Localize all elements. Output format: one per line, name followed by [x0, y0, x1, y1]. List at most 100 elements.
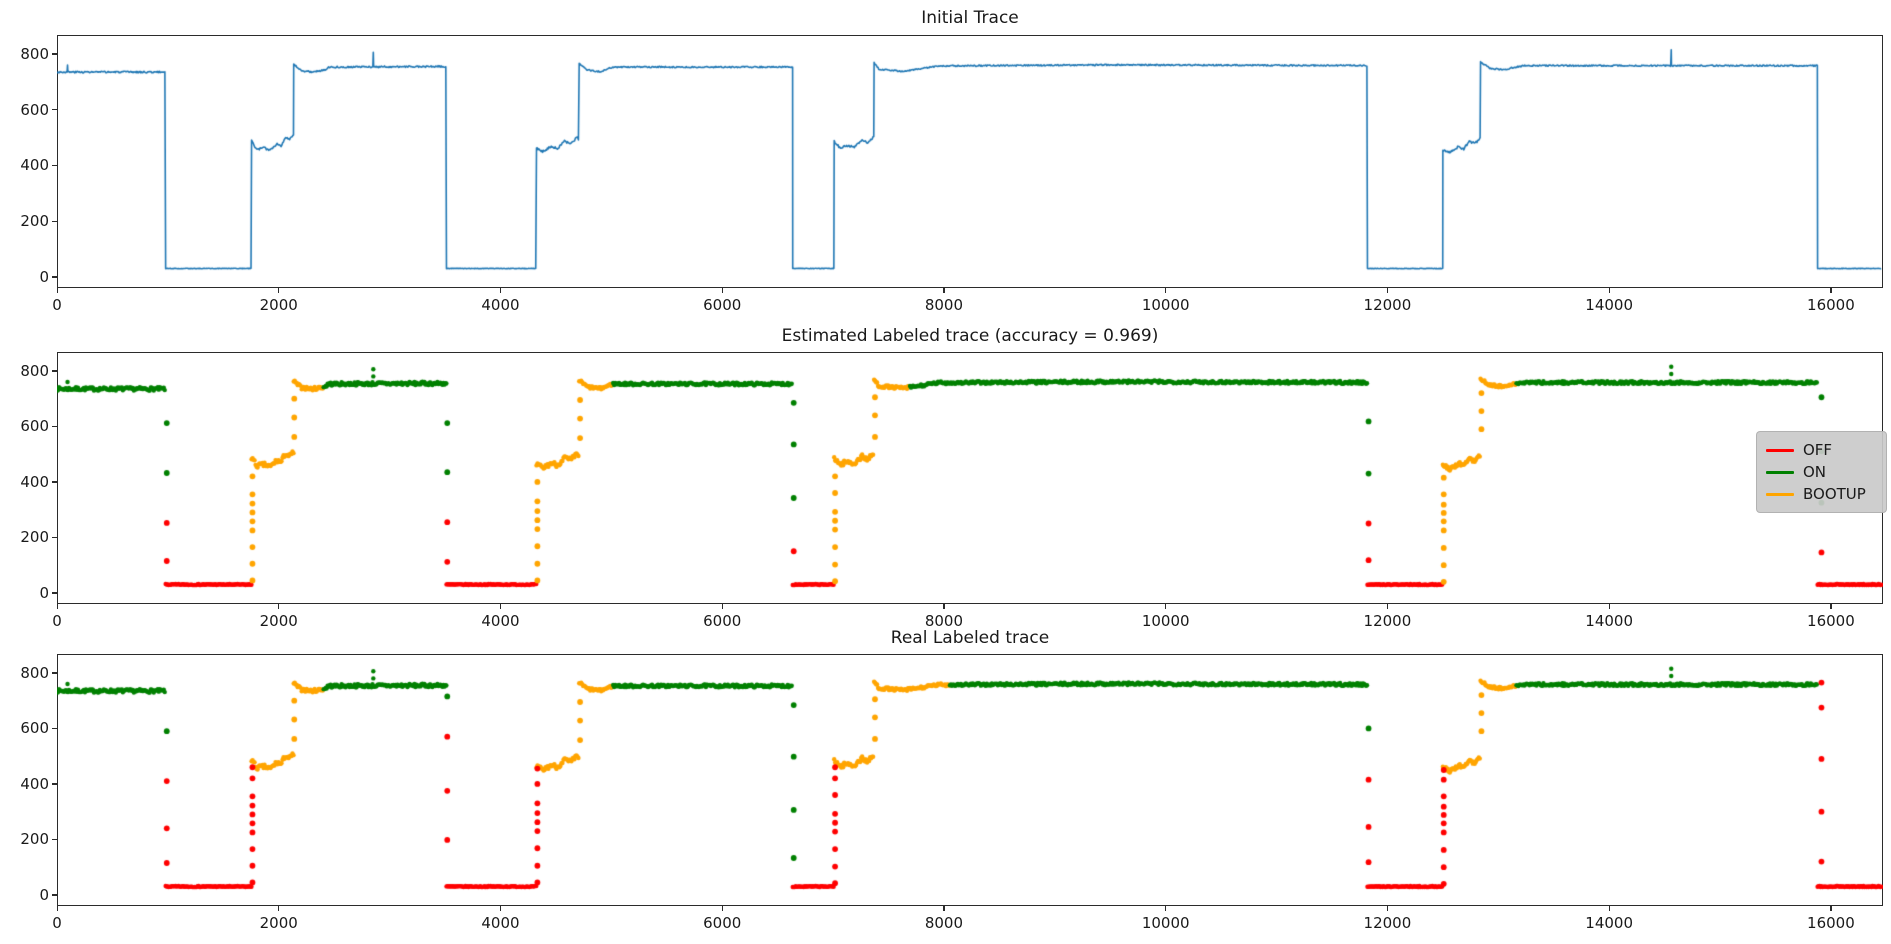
y-tick-mark — [52, 109, 57, 111]
x-tick-mark — [1830, 906, 1832, 911]
y-tick-label: 0 — [39, 583, 49, 602]
x-tick-mark — [1165, 604, 1167, 609]
x-tick-mark — [1165, 906, 1167, 911]
y-tick-mark — [52, 276, 57, 278]
x-tick-label: 10000 — [1141, 914, 1190, 932]
x-tick-mark — [56, 604, 58, 609]
x-tick-mark — [1386, 288, 1389, 293]
y-tick-mark — [52, 481, 57, 483]
chart-title-real-labeled-trace: Real Labeled trace — [890, 628, 1050, 648]
x-tick-mark — [1608, 906, 1610, 911]
y-tick-mark — [52, 894, 57, 896]
legend-line-off-icon — [1766, 448, 1794, 452]
x-tick-mark — [1830, 604, 1832, 609]
x-tick-label: 2000 — [259, 914, 298, 932]
legend-line-bootup-icon — [1766, 492, 1794, 496]
y-tick-mark — [52, 164, 57, 167]
y-tick-label: 0 — [39, 267, 49, 286]
x-tick-mark — [278, 604, 280, 609]
x-tick-mark — [721, 906, 723, 911]
y-tick-mark — [52, 838, 57, 841]
y-tick-mark — [52, 783, 57, 785]
x-tick-label: 6000 — [703, 914, 742, 932]
y-tick-label: 400 — [20, 472, 49, 491]
x-tick-mark — [1386, 906, 1389, 911]
x-tick-mark — [1386, 604, 1389, 609]
x-tick-label: 12000 — [1363, 612, 1412, 630]
initial-trace-canvas — [57, 35, 1883, 288]
legend-line-on-icon — [1766, 470, 1794, 474]
y-tick-label: 400 — [20, 156, 49, 175]
x-tick-label: 12000 — [1363, 914, 1412, 932]
x-tick-mark — [499, 288, 502, 293]
y-tick-label: 600 — [20, 417, 49, 436]
x-tick-mark — [943, 288, 945, 293]
y-tick-mark — [52, 536, 57, 539]
x-tick-label: 2000 — [259, 296, 298, 314]
x-tick-label: 4000 — [481, 914, 520, 932]
estimated-trace-canvas — [57, 352, 1883, 604]
x-tick-label: 6000 — [703, 296, 742, 314]
x-tick-mark — [499, 906, 502, 911]
x-tick-label: 14000 — [1585, 612, 1633, 630]
x-tick-label: 2000 — [259, 612, 298, 630]
x-tick-mark — [1608, 604, 1610, 609]
real-trace-canvas — [57, 654, 1883, 906]
legend-label-off: OFF — [1803, 441, 1833, 459]
x-tick-label: 14000 — [1585, 914, 1633, 932]
y-tick-mark — [52, 592, 57, 594]
x-tick-label: 16000 — [1807, 914, 1855, 932]
x-tick-mark — [1165, 288, 1167, 293]
legend-item-bootup: BOOTUP — [1766, 483, 1876, 505]
y-tick-mark — [52, 425, 57, 428]
y-tick-label: 200 — [20, 830, 49, 849]
x-tick-label: 6000 — [703, 612, 742, 630]
y-tick-mark — [52, 727, 57, 730]
y-tick-label: 800 — [20, 361, 49, 380]
legend-item-off: OFF — [1766, 439, 1876, 461]
x-tick-mark — [1608, 288, 1610, 293]
y-tick-label: 800 — [20, 44, 49, 63]
x-tick-label: 8000 — [924, 612, 964, 630]
x-tick-label: 0 — [52, 296, 62, 314]
x-tick-mark — [56, 288, 58, 293]
y-tick-mark — [52, 53, 57, 55]
x-tick-label: 10000 — [1141, 296, 1190, 314]
y-tick-label: 0 — [39, 885, 49, 904]
x-tick-mark — [943, 906, 945, 911]
x-tick-label: 0 — [52, 612, 62, 630]
y-tick-label: 200 — [20, 528, 49, 547]
x-tick-mark — [278, 288, 280, 293]
y-tick-label: 200 — [20, 212, 49, 231]
y-tick-label: 600 — [20, 100, 49, 119]
y-tick-mark — [52, 672, 57, 674]
x-tick-mark — [943, 604, 945, 609]
y-tick-label: 600 — [20, 719, 49, 738]
x-tick-mark — [278, 906, 280, 911]
x-tick-mark — [499, 604, 502, 609]
y-tick-mark — [52, 370, 57, 372]
x-tick-mark — [721, 604, 723, 609]
x-tick-label: 8000 — [924, 914, 964, 932]
x-tick-label: 4000 — [481, 296, 520, 314]
x-tick-mark — [1830, 288, 1832, 293]
x-tick-label: 8000 — [924, 296, 964, 314]
legend-item-on: ON — [1766, 461, 1876, 483]
x-tick-label: 10000 — [1141, 612, 1190, 630]
y-tick-mark — [52, 220, 57, 222]
x-tick-label: 14000 — [1585, 296, 1633, 314]
chart-title-estimated-labeled-trace: Estimated Labeled trace (accuracy = 0.96… — [781, 326, 1159, 346]
legend-label-on: ON — [1803, 463, 1827, 481]
x-tick-mark — [721, 288, 723, 293]
x-tick-label: 4000 — [481, 612, 520, 630]
x-tick-label: 0 — [52, 914, 62, 932]
x-tick-mark — [56, 906, 58, 911]
x-tick-label: 12000 — [1363, 296, 1412, 314]
chart-title-initial-trace: Initial Trace — [921, 8, 1019, 28]
y-tick-label: 800 — [20, 663, 49, 682]
legend: OFF ON BOOTUP — [1756, 431, 1887, 513]
y-tick-label: 400 — [20, 774, 49, 793]
x-tick-label: 16000 — [1807, 612, 1855, 630]
legend-label-bootup: BOOTUP — [1803, 485, 1866, 503]
